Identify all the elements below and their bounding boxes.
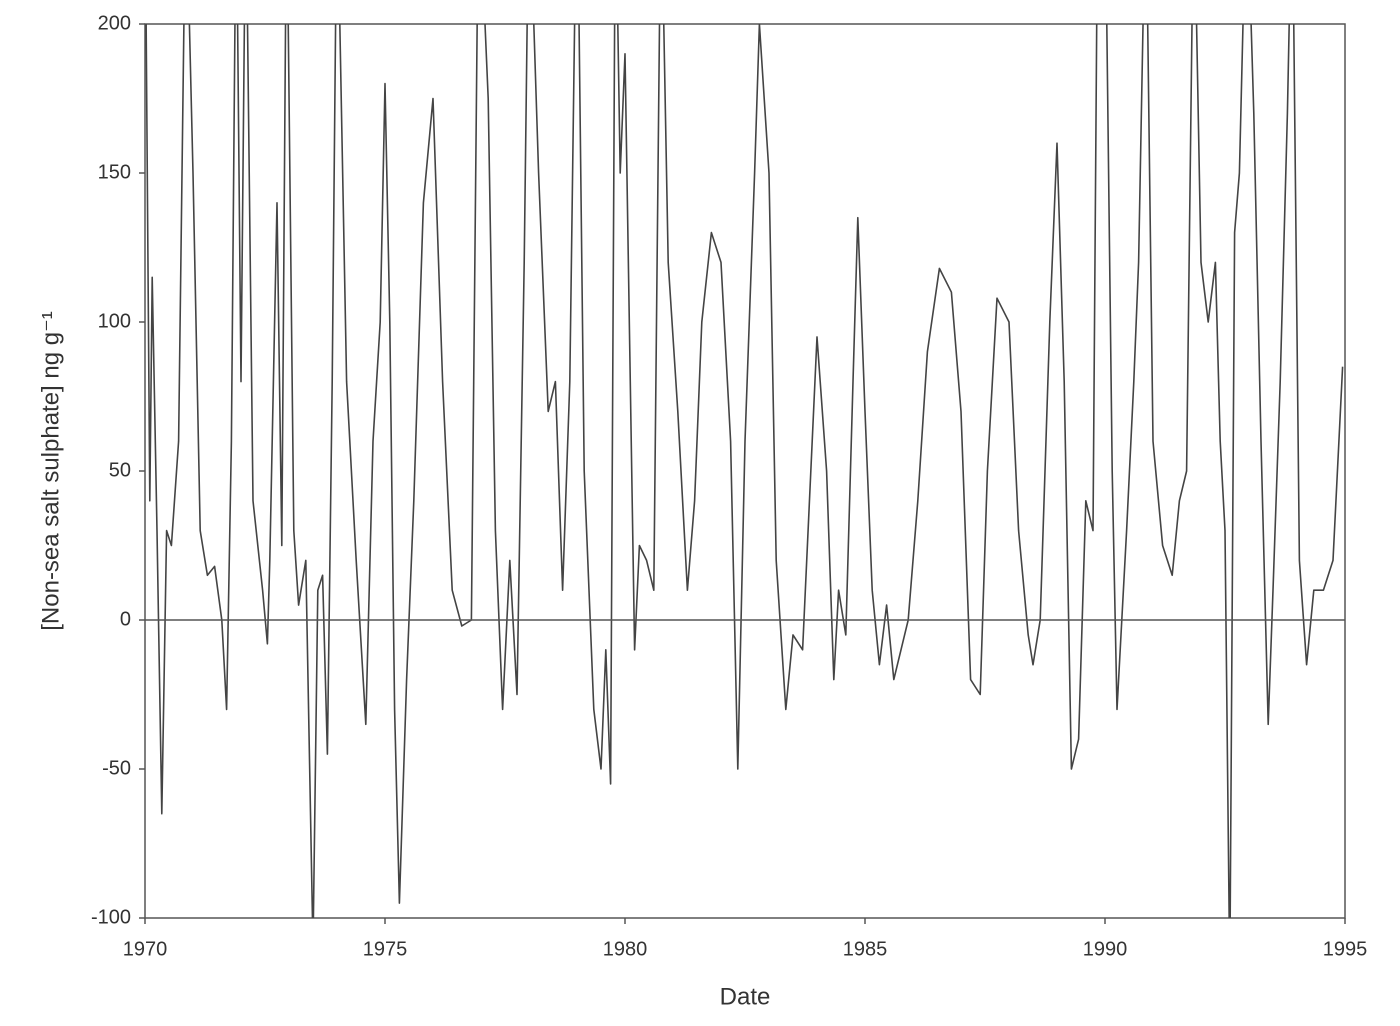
y-tick-label: 0 [120,608,131,630]
x-tick-label: 1980 [603,938,648,960]
y-tick-label: 200 [98,12,131,34]
x-tick-label: 1975 [363,938,408,960]
y-tick-label: -50 [102,757,131,779]
y-tick-label: 150 [98,161,131,183]
y-tick-label: -100 [91,906,131,928]
y-tick-label: 50 [109,459,131,481]
plot-area [145,24,1344,918]
x-tick-label: 1995 [1323,938,1368,960]
y-tick-label: 100 [98,310,131,332]
y-axis-title: [Non-sea salt sulphate] ng g⁻¹ [37,311,64,631]
x-tick-label: 1985 [843,938,888,960]
x-axis-title: Date [720,983,771,1010]
x-tick-label: 1970 [123,938,168,960]
data-line [145,24,1344,918]
x-tick-label: 1990 [1083,938,1128,960]
